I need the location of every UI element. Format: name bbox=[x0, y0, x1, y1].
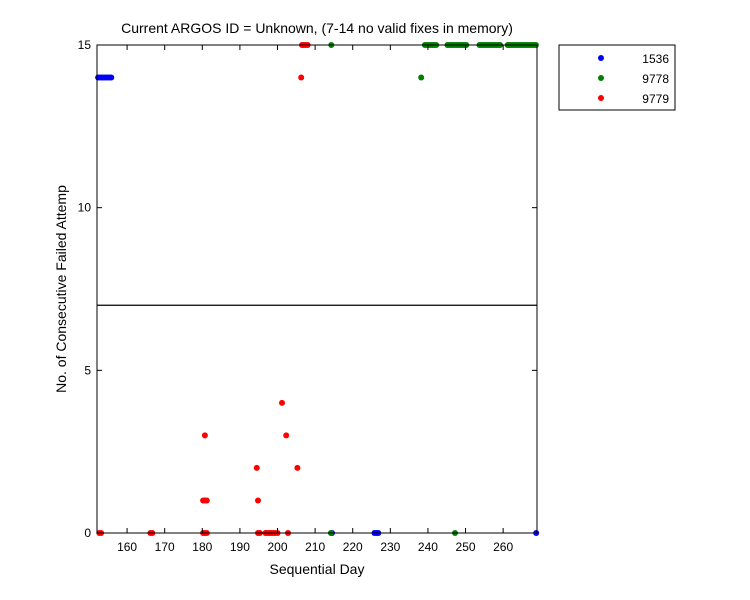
legend-label-9779: 9779 bbox=[642, 92, 669, 106]
legend-label-1536: 1536 bbox=[642, 52, 669, 66]
legend-marker-1536 bbox=[598, 55, 604, 61]
y-tick-label-10: 10 bbox=[78, 201, 92, 215]
x-tick-label-190: 190 bbox=[230, 540, 250, 554]
point-9779-10 bbox=[201, 432, 208, 439]
x-tick-label-170: 170 bbox=[155, 540, 175, 554]
x-tick-label-200: 200 bbox=[267, 540, 287, 554]
plot-area bbox=[97, 45, 537, 533]
point-9779-11 bbox=[253, 464, 260, 471]
x-tick-label-260: 260 bbox=[493, 540, 513, 554]
point-9778-2 bbox=[418, 74, 425, 81]
chart-title: Current ARGOS ID = Unknown, (7-14 no val… bbox=[121, 20, 513, 36]
point-9779-23 bbox=[283, 432, 290, 439]
y-tick-label-0: 0 bbox=[84, 526, 91, 540]
x-tick-label-220: 220 bbox=[343, 540, 363, 554]
legend-marker-9778 bbox=[598, 75, 604, 81]
y-tick-label-5: 5 bbox=[84, 363, 91, 377]
legend-marker-9779 bbox=[598, 95, 604, 101]
x-tick-label-160: 160 bbox=[117, 540, 137, 554]
legend-box bbox=[558, 44, 676, 111]
plot-frame bbox=[96, 44, 538, 534]
legend-label-9778: 9778 bbox=[642, 72, 669, 86]
x-tick-label-230: 230 bbox=[380, 540, 400, 554]
point-9779-22 bbox=[279, 399, 285, 406]
y-axis-label: No. of Consecutive Failed Attemp bbox=[53, 185, 69, 393]
x-tick-label-240: 240 bbox=[418, 540, 438, 554]
point-9779-12 bbox=[255, 497, 261, 504]
plot-background bbox=[97, 45, 537, 533]
point-9779-9 bbox=[203, 497, 210, 504]
x-tick-label-250: 250 bbox=[456, 540, 476, 554]
x-axis-label: Sequential Day bbox=[270, 561, 365, 577]
point-9779-26 bbox=[298, 74, 305, 81]
point-9779-25 bbox=[294, 464, 301, 471]
legend: 1536 9778 9779 bbox=[558, 44, 676, 111]
y-tick-label-15: 15 bbox=[78, 38, 92, 52]
axis-ticks: 160 170 180 190 200 210 220 230 240 250 260 0 5 10 15 bbox=[78, 38, 537, 554]
point-1536-7 bbox=[108, 74, 115, 81]
x-tick-label-210: 210 bbox=[305, 540, 325, 554]
x-tick-label-180: 180 bbox=[192, 540, 212, 554]
data-points bbox=[95, 42, 540, 536]
